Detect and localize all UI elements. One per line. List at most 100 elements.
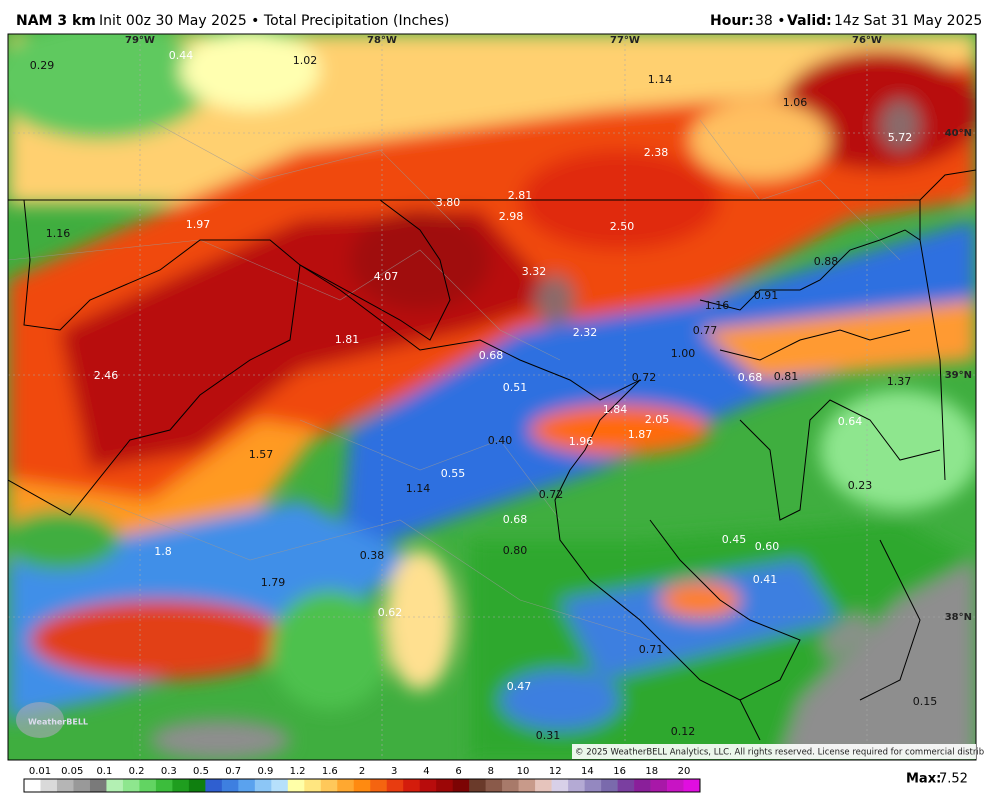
- colorbar-swatch: [155, 779, 173, 792]
- colorbar-swatch: [551, 779, 569, 792]
- logo: WeatherBELL: [28, 718, 88, 727]
- hour-value: 38 •: [755, 13, 786, 29]
- colorbar-swatch: [205, 779, 223, 792]
- colorbar-label: 18: [645, 766, 658, 777]
- model-name: NAM 3 km: [16, 13, 96, 29]
- colorbar-swatch: [238, 779, 256, 792]
- precip-label: 0.68: [503, 513, 528, 526]
- colorbar-swatch: [287, 779, 305, 792]
- colorbar-swatch: [617, 779, 635, 792]
- colorbar-label: 1.2: [290, 766, 306, 777]
- precip-label: 1.16: [46, 227, 71, 240]
- colorbar-swatch: [469, 779, 486, 792]
- precip-label: 5.72: [888, 131, 913, 144]
- colorbar-swatch: [568, 779, 585, 792]
- precip-label: 1.8: [154, 545, 172, 558]
- latitude-label: 39°N: [945, 370, 972, 381]
- precip-label: 2.81: [508, 189, 533, 202]
- colorbar-swatch: [634, 779, 651, 792]
- precip-label: 0.47: [507, 680, 532, 693]
- precip-label: 0.44: [169, 49, 194, 62]
- precip-label: 0.55: [441, 467, 466, 480]
- map-frame: [7, 33, 977, 761]
- precip-label: 2.50: [610, 220, 635, 233]
- colorbar-label: 2: [359, 766, 365, 777]
- colorbar-swatch: [188, 779, 206, 792]
- valid-value: 14z Sat 31 May 2025: [834, 13, 982, 29]
- colorbar-label: 0.7: [225, 766, 241, 777]
- precip-label: 1.00: [671, 347, 696, 360]
- longitude-label: 77°W: [610, 35, 640, 46]
- colorbar-swatch: [56, 779, 74, 792]
- precip-label: 1.37: [887, 375, 912, 388]
- precip-label: 0.62: [378, 606, 403, 619]
- colorbar-swatch: [353, 779, 371, 792]
- copyright: © 2025 WeatherBELL Analytics, LLC. All r…: [575, 748, 984, 758]
- map-subtitle: Init 00z 30 May 2025 • Total Precipitati…: [99, 13, 449, 29]
- precip-label: 0.15: [913, 695, 938, 708]
- colorbar-swatch: [73, 779, 91, 792]
- precip-field: [8, 34, 976, 760]
- colorbar-swatch: [419, 779, 437, 792]
- colorbar-label: 0.05: [61, 766, 83, 777]
- copyright-bg: [572, 744, 976, 759]
- precip-label: 0.31: [536, 729, 561, 742]
- colorbar-label: 3: [391, 766, 397, 777]
- colorbar-swatch: [667, 779, 684, 792]
- precip-label: 1.96: [569, 435, 594, 448]
- colorbar-swatch: [24, 779, 41, 792]
- precip-label: 0.71: [639, 643, 664, 656]
- precip-label: 2.98: [499, 210, 524, 223]
- precip-label: 0.45: [722, 533, 747, 546]
- colorbar-label: 0.9: [257, 766, 273, 777]
- precip-label: 1.06: [783, 96, 808, 109]
- colorbar-swatch: [89, 779, 107, 792]
- colorbar-swatch: [106, 779, 124, 792]
- colorbar-swatch: [436, 779, 453, 792]
- precip-label: 0.29: [30, 59, 55, 72]
- precip-label: 0.77: [693, 324, 718, 337]
- colorbar-swatch: [535, 779, 552, 792]
- colorbar-swatch: [337, 779, 355, 792]
- colorbar-swatch: [452, 779, 470, 792]
- colorbar-label: 6: [455, 766, 461, 777]
- colorbar-label: 12: [549, 766, 562, 777]
- precip-label: 0.51: [503, 381, 528, 394]
- colorbar-label: 4: [423, 766, 429, 777]
- colorbar-label: 16: [613, 766, 626, 777]
- colorbar-swatch: [601, 779, 618, 792]
- precip-label: 0.64: [838, 415, 863, 428]
- precip-label: 2.32: [573, 326, 598, 339]
- precip-label: 4.07: [374, 270, 399, 283]
- precip-label: 1.16: [705, 299, 730, 312]
- colorbar-label: 0.2: [129, 766, 145, 777]
- colorbar-swatch: [254, 779, 272, 792]
- precip-label: 1.79: [261, 576, 286, 589]
- precip-label: 0.38: [360, 549, 385, 562]
- colorbar-swatch: [139, 779, 157, 792]
- precip-label: 0.72: [632, 371, 657, 384]
- precip-label: 0.40: [488, 434, 513, 447]
- colorbar-label: 0.1: [96, 766, 112, 777]
- colorbar-label: 10: [517, 766, 530, 777]
- precip-label: 0.12: [671, 725, 696, 738]
- latitude-label: 38°N: [945, 612, 972, 623]
- precip-label: 2.38: [644, 146, 669, 159]
- colorbar-swatch: [271, 779, 289, 792]
- precip-label: 1.81: [335, 333, 360, 346]
- longitude-label: 78°W: [367, 35, 397, 46]
- logo-badge: [16, 702, 64, 738]
- colorbar-swatch: [304, 779, 322, 792]
- colorbar-label: 8: [488, 766, 494, 777]
- precip-label: 1.57: [249, 448, 274, 461]
- colorbar-swatch: [502, 779, 519, 792]
- longitude-label: 76°W: [852, 35, 882, 46]
- colorbar-label: 14: [581, 766, 594, 777]
- colorbar-label: 20: [678, 766, 691, 777]
- colorbar-swatch: [122, 779, 140, 792]
- precip-label: 0.81: [774, 370, 799, 383]
- precip-label: 1.97: [186, 218, 211, 231]
- colorbar-label: 0.01: [29, 766, 51, 777]
- longitude-label: 79°W: [125, 35, 155, 46]
